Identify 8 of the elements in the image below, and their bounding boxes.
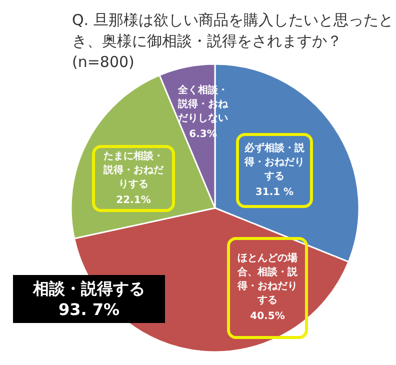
data-label: 22.1% [116, 194, 151, 208]
slice-label: ほとんどの場合、相談・説得・おねだりする [236, 252, 298, 308]
chart-title: Q. 旦那様は欲しい商品を購入したいと思ったとき、奥様に御相談・説得をされますか？(n=800) [72, 10, 394, 73]
data-label: 40.5% [250, 310, 285, 324]
data-label: 31.1 % [255, 186, 294, 200]
slice-label: たまに相談・説得・おねだりする [102, 150, 165, 192]
slice-label: 必ず相談・説得・おねだりする [243, 142, 306, 184]
text: 相談・説得する 93. 7% [13, 275, 165, 323]
